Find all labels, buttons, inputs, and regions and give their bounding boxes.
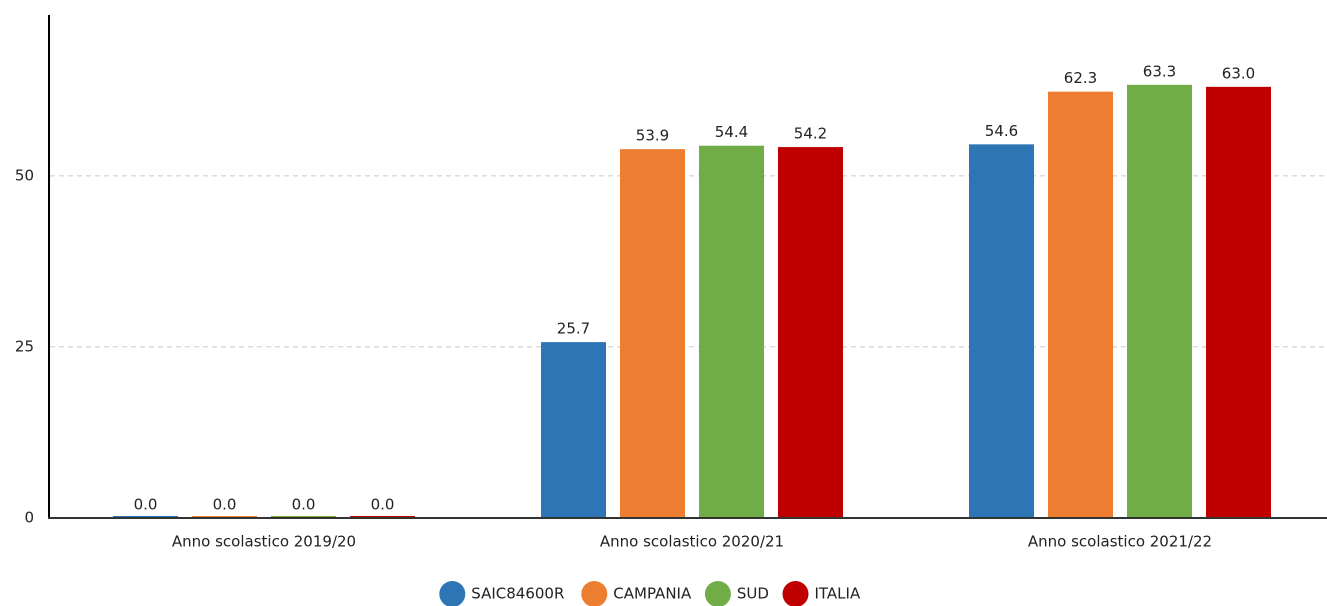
bar	[699, 145, 764, 519]
y-tick-label: 0	[24, 509, 34, 527]
x-tick-label: Anno scolastico 2021/22	[1028, 533, 1212, 551]
value-label: 54.2	[794, 125, 827, 143]
bar	[1206, 86, 1271, 518]
x-tick-label: Anno scolastico 2020/21	[600, 533, 784, 551]
value-label: 63.3	[1143, 62, 1176, 80]
legend-label: ITALIA	[815, 585, 861, 603]
bar	[620, 149, 685, 518]
legend-label: SAIC84600R	[471, 585, 564, 603]
bar	[969, 144, 1034, 519]
legend-swatch	[439, 581, 466, 606]
legend-label: CAMPANIA	[613, 585, 692, 603]
y-tick-label: 25	[15, 337, 34, 355]
value-label: 0.0	[134, 496, 158, 514]
value-label: 0.0	[371, 496, 395, 514]
value-label: 62.3	[1064, 69, 1097, 87]
value-label: 25.7	[557, 320, 590, 338]
y-tick-label: 50	[15, 166, 34, 184]
legend-swatch	[581, 581, 608, 606]
legend-label: SUD	[737, 585, 769, 603]
value-label: 63.0	[1222, 64, 1255, 82]
value-label: 0.0	[213, 496, 237, 514]
x-tick-label: Anno scolastico 2019/20	[172, 533, 356, 551]
value-label: 53.9	[636, 127, 669, 145]
value-label: 0.0	[292, 496, 316, 514]
legend-swatch	[704, 581, 731, 606]
bar	[1127, 84, 1192, 519]
value-label: 54.6	[985, 122, 1018, 140]
bar	[778, 147, 843, 519]
value-label: 54.4	[715, 123, 748, 141]
bar	[1048, 91, 1113, 519]
legend-swatch	[782, 581, 809, 606]
bar	[541, 342, 606, 518]
